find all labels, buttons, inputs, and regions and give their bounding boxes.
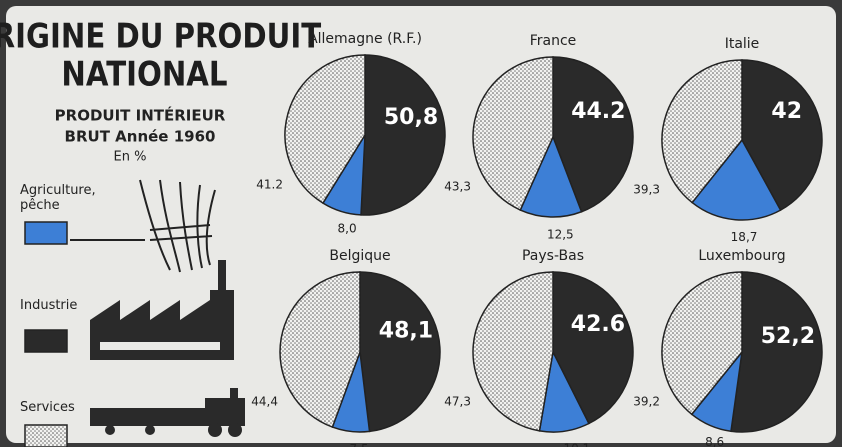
legend-swatch	[24, 424, 68, 447]
value-label: 41.2	[256, 178, 283, 192]
value-label: 18,7	[731, 230, 758, 244]
pie-title: France	[530, 33, 577, 49]
value-label: 42.6	[571, 312, 625, 337]
pie-slice	[661, 271, 743, 416]
value-label: 52,2	[761, 324, 815, 349]
legend-label: Agriculture, pêche	[20, 183, 96, 213]
legend-swatch	[24, 329, 68, 353]
value-label: 43,3	[444, 180, 471, 194]
pie-slice	[552, 271, 634, 425]
pie-slice	[472, 56, 554, 212]
pie-title: Pays-Bas	[522, 248, 584, 264]
legend-swatch	[24, 221, 68, 245]
pie-title: Allemagne (R.F.)	[308, 31, 422, 47]
value-label: 10,1	[563, 441, 590, 447]
title-line: NATIONAL	[61, 56, 227, 95]
value-label: 39,3	[633, 183, 660, 197]
value-label: 8,6	[705, 435, 724, 447]
value-label: 47,3	[444, 395, 471, 409]
value-label: 48,1	[379, 319, 433, 344]
subtitle-line: En %	[114, 150, 147, 165]
title-line: ORIGINE DU PRODUIT	[0, 18, 322, 57]
value-label: 8,0	[338, 221, 357, 235]
pie-slice	[519, 135, 583, 218]
legend-label: Industrie	[20, 298, 78, 313]
subtitle-line: BRUT Année 1960	[65, 128, 216, 146]
wheat-drawing	[70, 179, 216, 273]
pie-title: Luxembourg	[698, 248, 785, 264]
pie-slice	[360, 54, 446, 216]
value-label: 50,8	[384, 105, 438, 130]
train-drawing	[90, 388, 245, 437]
subtitle-line: PRODUIT INTÉRIEUR	[55, 106, 226, 125]
pie-slice	[359, 271, 441, 433]
pie-slice	[279, 271, 361, 429]
value-label: 44,4	[251, 395, 278, 409]
value-label: 42	[771, 99, 802, 124]
pie-title: Belgique	[329, 248, 390, 264]
pie-slice	[661, 59, 743, 204]
pie-slice	[472, 271, 554, 432]
factory-drawing	[90, 260, 234, 360]
pie-title: Italie	[725, 36, 760, 52]
value-label: 7,5	[350, 442, 369, 447]
pie-slice	[284, 54, 366, 205]
legend-label: Services	[20, 400, 75, 415]
pie-slice	[741, 59, 823, 212]
pie-slice	[730, 271, 823, 433]
value-label: 39,2	[633, 395, 660, 409]
value-label: 44.2	[571, 99, 625, 124]
value-label: 12,5	[547, 227, 574, 241]
pie-slice	[552, 56, 634, 213]
pie-slice	[691, 138, 782, 221]
